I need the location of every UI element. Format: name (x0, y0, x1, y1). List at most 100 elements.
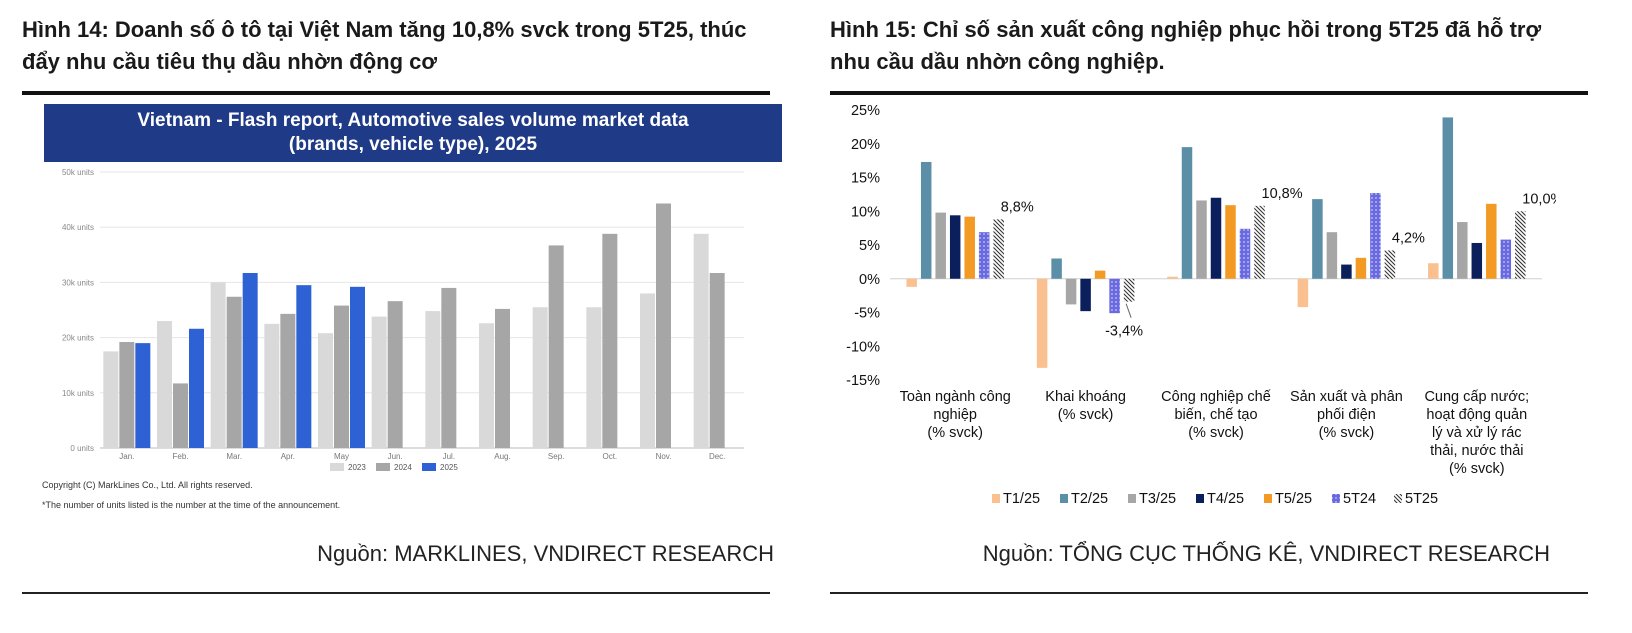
x-tick-label: Nov. (656, 452, 672, 461)
category-label-line: (% svck) (1449, 461, 1505, 477)
legend-swatch-2025 (422, 463, 436, 471)
y-tick-label: -10% (846, 339, 880, 355)
bar-t2-25-group-3 (1181, 147, 1193, 279)
bar-2023-sep (532, 307, 548, 448)
bar-2024-jan (119, 342, 135, 448)
legend-swatch-t2-25 (1060, 494, 1068, 503)
figure-15-bottom-rule (830, 592, 1588, 594)
figure-15-title-line2: nhu cầu dầu nhờn công nghiệp. (830, 49, 1165, 74)
x-tick-label: Jul. (443, 452, 455, 461)
legend-label-t5-25: T5/25 (1275, 491, 1312, 507)
bar-t3-25-group-2 (1065, 278, 1077, 305)
bar-t5-25-group-2 (1094, 270, 1106, 279)
bar-t5-25-group-4 (1355, 257, 1367, 279)
bar-t1-25-group-3 (1167, 276, 1178, 279)
category-label-line: hoạt động quản (1426, 407, 1527, 423)
category-label-line: (% svck) (1058, 407, 1114, 423)
figure-14-top-rule (22, 91, 770, 95)
category-label-line: biến, chế tạo (1174, 407, 1257, 423)
bar-2024-apr (280, 313, 296, 448)
x-tick-label: Apr. (281, 452, 295, 461)
legend-label-t1-25: T1/25 (1003, 491, 1040, 507)
bar-2023-aug (479, 323, 494, 448)
category-label-line: nghiệp (933, 407, 977, 423)
y-tick-label: 40k units (62, 223, 94, 232)
legend-label-2023: 2023 (348, 463, 366, 472)
bar-2023-feb (157, 321, 172, 448)
legend-swatch-2024 (376, 463, 390, 471)
y-tick-label: 15% (851, 171, 880, 187)
bar-t1-25-group-5 (1428, 263, 1439, 279)
figure-14-title: Hình 14: Doanh số ô tô tại Việt Nam tăng… (22, 14, 747, 78)
figure-15-title-line1: Hình 15: Chỉ số sản xuất công nghiệp phụ… (830, 17, 1542, 42)
bar-2023-jan (103, 351, 119, 448)
category-label-line: (% svck) (1188, 425, 1244, 441)
figure-14-source: Nguồn: MARKLINES, VNDIRECT RESEARCH (317, 541, 774, 566)
y-tick-label: 20k units (62, 334, 94, 343)
bar-2023-dec (693, 233, 709, 448)
y-tick-label: 0 units (70, 444, 94, 453)
y-tick-label: 25% (851, 103, 880, 119)
bar-t2-25-group-1 (920, 161, 932, 279)
x-tick-label: Sep. (548, 452, 564, 461)
legend-label-2024: 2024 (394, 463, 412, 472)
bar-5t25-group-2 (1123, 278, 1135, 302)
data-label-5t25: 8,8% (1001, 199, 1034, 215)
chart-14-footnote: *The number of units listed is the numbe… (42, 500, 341, 510)
bar-t5-25-group-5 (1486, 203, 1497, 279)
data-label-5t25: 10,0% (1522, 191, 1556, 207)
category-label-line: Toàn ngành công (900, 389, 1011, 405)
legend-label-t3-25: T3/25 (1139, 491, 1176, 507)
bar-2024-oct (602, 233, 618, 448)
category-label-line: Khai khoáng (1045, 389, 1126, 405)
industrial-production-chart: -15% -10% -5% 0% 5% 10% 15% 20% 25% 8,8% Toàn ngàn… (846, 103, 1556, 507)
x-tick-label: Feb. (172, 452, 188, 461)
category-label-line: (% svck) (927, 425, 983, 441)
bar-2024-mar (226, 296, 242, 448)
chart-14-banner: Vietnam - Flash report, Automotive sales… (44, 104, 782, 162)
figure-14-title-line2: đẩy nhu cầu tiêu thụ dầu nhờn động cơ (22, 49, 438, 74)
figure-15-title: Hình 15: Chỉ số sản xuất công nghiệp phụ… (830, 14, 1541, 78)
figure-14-bottom-rule (22, 592, 770, 594)
bar-2023-jun (371, 316, 387, 448)
figure-15-top-rule (830, 91, 1588, 95)
bar-2024-jul (441, 287, 457, 448)
bar-5t25-group-1 (993, 219, 1004, 279)
bar-2024-feb (173, 383, 188, 448)
y-tick-label: 30k units (62, 278, 94, 287)
bar-2025-apr (296, 285, 312, 448)
chart-14-title-line2: (brands, vehicle type), 2025 (288, 134, 538, 155)
bar-t4-25-group-3 (1210, 197, 1222, 279)
x-tick-label: Mar. (226, 452, 242, 461)
bar-t2-25-group-2 (1051, 258, 1062, 279)
legend-swatch-t5-25 (1264, 494, 1272, 503)
bar-t3-25-group-5 (1457, 222, 1468, 279)
bar-2025-feb (189, 328, 204, 448)
y-tick-label: 50k units (62, 168, 94, 177)
y-tick-label: -15% (846, 373, 880, 389)
bar-t5-25-group-1 (964, 216, 975, 279)
x-tick-label: Oct. (602, 452, 617, 461)
legend-swatch-t3-25 (1128, 494, 1136, 503)
legend-label-t2-25: T2/25 (1071, 491, 1108, 507)
category-label-line: (% svck) (1319, 425, 1375, 441)
legend-swatch-5t24 (1332, 494, 1340, 503)
bar-2023-mar (210, 282, 226, 448)
bar-t2-25-group-4 (1312, 199, 1323, 279)
bar-2023-oct (586, 307, 602, 448)
y-tick-label: -5% (854, 306, 880, 322)
bar-5t25-group-5 (1515, 211, 1526, 279)
bar-t4-25-group-5 (1471, 242, 1483, 279)
bar-5t24-group-2 (1109, 278, 1120, 314)
bar-t1-25-group-2 (1036, 278, 1048, 368)
x-tick-label: Jan. (119, 452, 134, 461)
legend-swatch-t1-25 (992, 494, 1000, 503)
bar-t3-25-group-4 (1326, 232, 1338, 279)
y-tick-label: 5% (859, 238, 880, 254)
bar-5t24-group-5 (1500, 239, 1512, 279)
automotive-sales-chart: 0 units 10k units 20k units 30k units 40k un… (62, 168, 744, 472)
category-label-line: Sản xuất và phân (1290, 389, 1403, 405)
bar-5t25-group-3 (1254, 205, 1265, 279)
data-label-5t25: 4,2% (1392, 230, 1425, 246)
legend-label-5t24: 5T24 (1343, 491, 1376, 507)
